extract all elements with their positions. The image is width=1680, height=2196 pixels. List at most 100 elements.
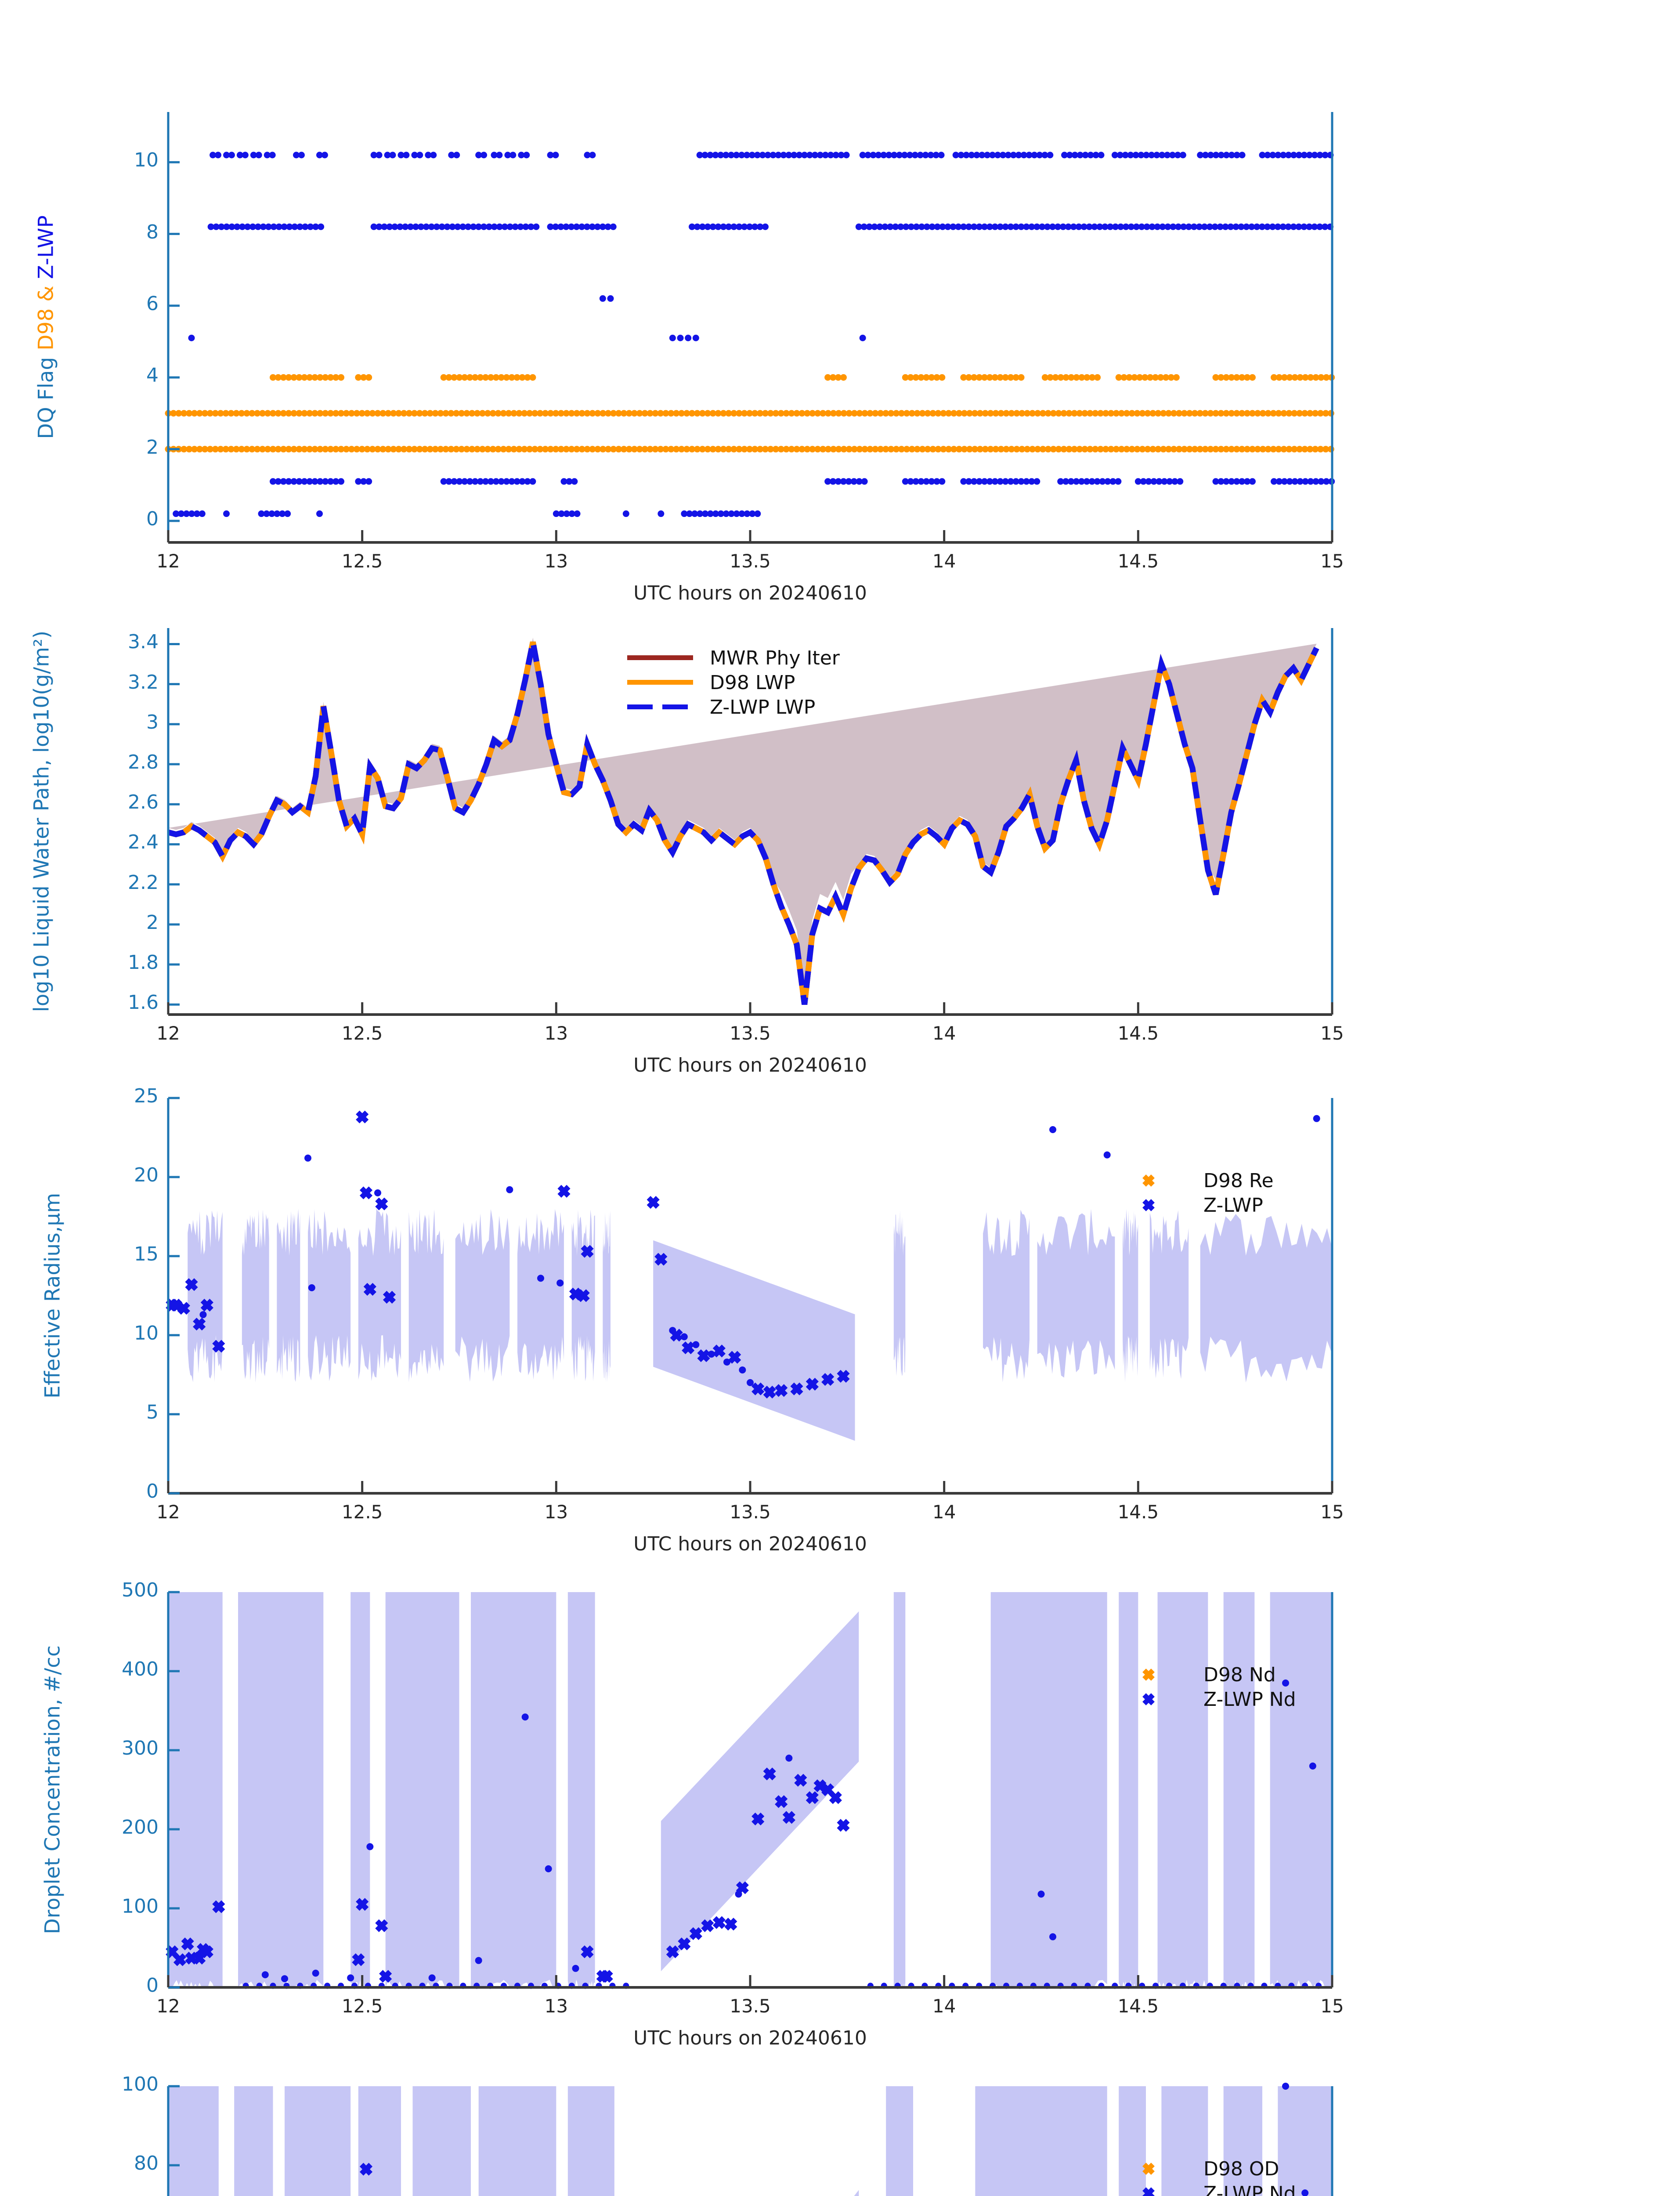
xtick-label: 15 [1320,1501,1344,1523]
legend-label: MWR Phy Iter [710,647,840,669]
xtick-label: 13.5 [730,1022,771,1044]
ytick-label: 5 [146,1401,159,1423]
xaxis-label: UTC hours on 20240610 [633,1054,867,1076]
legend-label: D98 Re [1203,1169,1274,1192]
xtick-label: 14.5 [1117,1501,1159,1523]
ytick-label: 3.2 [128,671,159,693]
xtick-label: 14 [932,1501,956,1523]
legend-label: Z-LWP [1203,1194,1263,1217]
xtick-label: 12.5 [341,1995,383,2017]
xtick-label: 12.5 [341,1022,383,1044]
xtick-label: 13 [544,1501,568,1523]
xtick-label: 14.5 [1117,1995,1159,2017]
legend-marker-x-icon [1116,1662,1181,1687]
legend-label: Z-LWP Nd [1203,1688,1296,1711]
xtick-label: 14 [932,1022,956,1044]
ytick-label: 500 [122,1579,159,1601]
legend-item: D98 Nd [1116,1662,1296,1687]
ytick-label: 6 [146,293,159,315]
xtick-label: 15 [1320,1022,1344,1044]
ytick-label: 400 [122,1658,159,1680]
xtick-label: 13 [544,1995,568,2017]
legend-item: D98 Re [1116,1168,1274,1193]
legend-label: D98 OD [1203,2157,1279,2180]
ytick-label: 300 [122,1737,159,1759]
xtick-label: 13.5 [730,1995,771,2017]
xaxis-label: UTC hours on 20240610 [633,1533,867,1555]
xtick-label: 14.5 [1117,1022,1159,1044]
ytick-label: 2.6 [128,791,159,814]
legend-optical-depth: D98 OD Z-LWP Nd [1116,2156,1296,2196]
ytick-label: 3.4 [128,631,159,654]
legend-label: D98 LWP [710,671,795,694]
xtick-label: 12.5 [341,550,383,572]
legend-label: Z-LWP LWP [710,696,816,719]
ytick-label: 3 [146,711,159,733]
legend-effective-radius: D98 Re Z-LWP [1116,1168,1274,1217]
xaxis-label: UTC hours on 20240610 [633,2027,867,2049]
xtick-label: 13 [544,550,568,572]
xtick-label: 14.5 [1117,550,1159,572]
ytick-label: 10 [134,149,159,172]
ytick-label: 2.2 [128,871,159,894]
ytick-label: 10 [134,1322,159,1344]
legend-marker-x-icon [1116,1687,1181,1712]
ytick-label: 2.8 [128,751,159,774]
legend-label: Z-LWP Nd [1203,2182,1296,2196]
legend-item: Z-LWP LWP [624,695,840,719]
legend-line-segment [627,655,693,660]
ytick-label: 0 [146,1480,159,1503]
ytick-label: 2 [146,436,159,459]
legend-dash-segment [662,704,688,709]
ytick-label: 80 [134,2152,159,2174]
legend-dash-segment [627,704,653,709]
xtick-label: 12 [156,1022,180,1044]
legend-item: D98 LWP [624,670,840,695]
legend-lwp: MWR Phy Iter D98 LWP Z-LWP LWP [624,646,840,719]
legend-swatch [624,670,698,695]
xtick-label: 13.5 [730,550,771,572]
legend-swatch [624,646,698,670]
xtick-label: 14 [932,550,956,572]
ytick-label: 1.8 [128,951,159,974]
legend-marker-x-icon [1116,2181,1181,2196]
xtick-label: 14 [932,1995,956,2017]
ytick-label: 100 [122,1895,159,1918]
ytick-label: 2.4 [128,831,159,854]
xtick-label: 12 [156,1995,180,2017]
xtick-label: 13.5 [730,1501,771,1523]
ytick-label: 0 [146,508,159,530]
legend-marker-x-icon [1116,1193,1181,1217]
legend-item: MWR Phy Iter [624,646,840,670]
ytick-label: 0 [146,1974,159,1997]
xtick-label: 13 [544,1022,568,1044]
ytick-label: 2 [146,911,159,934]
legend-marker-x-icon [1116,1168,1181,1193]
ytick-label: 100 [122,2073,159,2095]
xtick-label: 15 [1320,1995,1344,2017]
ytick-label: 8 [146,220,159,243]
legend-item: D98 OD [1116,2156,1296,2181]
legend-droplet-concentration: D98 Nd Z-LWP Nd [1116,1662,1296,1712]
ytick-label: 15 [134,1243,159,1265]
xtick-label: 12 [156,1501,180,1523]
ytick-label: 20 [134,1164,159,1186]
legend-marker-x-icon [1116,2156,1181,2181]
xtick-label: 15 [1320,550,1344,572]
legend-item: Z-LWP Nd [1116,1687,1296,1712]
legend-item: Z-LWP [1116,1193,1274,1217]
ytick-label: 1.6 [128,991,159,1014]
legend-label: D98 Nd [1203,1663,1276,1686]
legend-swatch [624,695,698,719]
